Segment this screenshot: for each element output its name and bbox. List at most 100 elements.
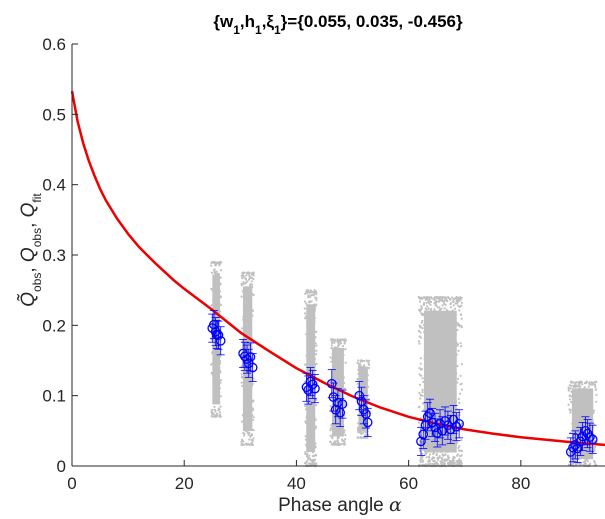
raw-point [308, 309, 311, 312]
raw-point [426, 446, 429, 449]
raw-point [366, 374, 370, 377]
raw-point [357, 369, 360, 372]
raw-point [340, 357, 343, 360]
raw-point [459, 342, 462, 345]
x-axis-label-symbol: α [389, 494, 402, 516]
raw-point [344, 361, 347, 364]
raw-point [315, 398, 318, 401]
raw-point [241, 277, 244, 280]
raw-point [441, 453, 444, 456]
raw-point [210, 271, 213, 274]
raw-point [587, 385, 590, 388]
raw-point [214, 353, 217, 356]
raw-point [448, 456, 451, 459]
raw-point [218, 310, 221, 313]
raw-point [335, 360, 338, 364]
raw-point [453, 462, 456, 465]
raw-point [447, 311, 450, 314]
raw-point [439, 313, 442, 316]
raw-point [455, 372, 458, 375]
raw-point [251, 314, 254, 317]
raw-point [460, 463, 463, 466]
raw-point [585, 454, 589, 457]
raw-point [334, 355, 337, 358]
raw-point [427, 307, 430, 310]
raw-point [435, 395, 439, 398]
raw-point [440, 457, 443, 460]
raw-point [219, 362, 222, 365]
raw-point [576, 431, 579, 434]
raw-point [444, 319, 447, 322]
raw-point [356, 426, 359, 429]
raw-point [219, 276, 222, 279]
raw-point [242, 281, 245, 284]
raw-point [442, 359, 445, 362]
raw-point [438, 306, 441, 309]
raw-point [444, 328, 447, 331]
raw-point [459, 383, 462, 386]
raw-point [460, 301, 463, 304]
raw-point [431, 331, 434, 334]
raw-point [445, 313, 448, 316]
raw-point [592, 409, 596, 412]
raw-point [248, 313, 251, 316]
raw-point [213, 396, 216, 399]
raw-point [247, 303, 250, 306]
raw-point [219, 381, 222, 384]
raw-point [214, 369, 217, 372]
raw-point [568, 394, 571, 397]
raw-point [419, 331, 422, 334]
raw-point [423, 330, 426, 334]
raw-point [443, 335, 446, 339]
raw-point [334, 440, 337, 443]
raw-point [309, 330, 312, 333]
raw-point [330, 346, 333, 349]
raw-point [306, 449, 309, 452]
raw-point [218, 261, 221, 264]
raw-point [340, 360, 343, 363]
raw-point [313, 320, 316, 323]
raw-point [366, 436, 369, 439]
observed-marker [213, 330, 224, 341]
raw-point [359, 360, 362, 363]
raw-point [455, 341, 458, 344]
raw-point [240, 381, 243, 384]
raw-point [456, 441, 459, 444]
raw-point [583, 409, 586, 412]
raw-point [439, 373, 442, 376]
raw-point [314, 442, 317, 445]
raw-point [314, 404, 318, 407]
raw-point [311, 319, 314, 322]
raw-point [338, 430, 341, 434]
raw-point [438, 328, 441, 331]
raw-point [443, 332, 446, 335]
raw-point [439, 460, 442, 463]
raw-point [589, 414, 593, 417]
raw-point [367, 394, 370, 397]
raw-point [250, 276, 253, 279]
raw-point [213, 405, 216, 408]
raw-point [336, 435, 340, 438]
raw-point [244, 278, 247, 281]
observed-marker [215, 335, 226, 346]
raw-point [241, 290, 244, 293]
raw-point [242, 318, 245, 321]
raw-point [427, 342, 430, 345]
raw-point [212, 357, 215, 360]
raw-point [429, 430, 432, 433]
raw-point [315, 349, 318, 352]
raw-point [570, 381, 573, 384]
raw-point [443, 296, 446, 299]
raw-point [215, 270, 218, 273]
raw-point [438, 347, 441, 350]
raw-point [436, 391, 439, 394]
raw-point [583, 382, 587, 385]
raw-point [449, 395, 452, 398]
raw-point [338, 343, 341, 346]
raw-point [435, 362, 438, 365]
raw-point [451, 313, 454, 316]
raw-point [460, 317, 463, 320]
raw-point [314, 305, 317, 308]
raw-point [457, 453, 460, 456]
raw-point [427, 314, 430, 317]
